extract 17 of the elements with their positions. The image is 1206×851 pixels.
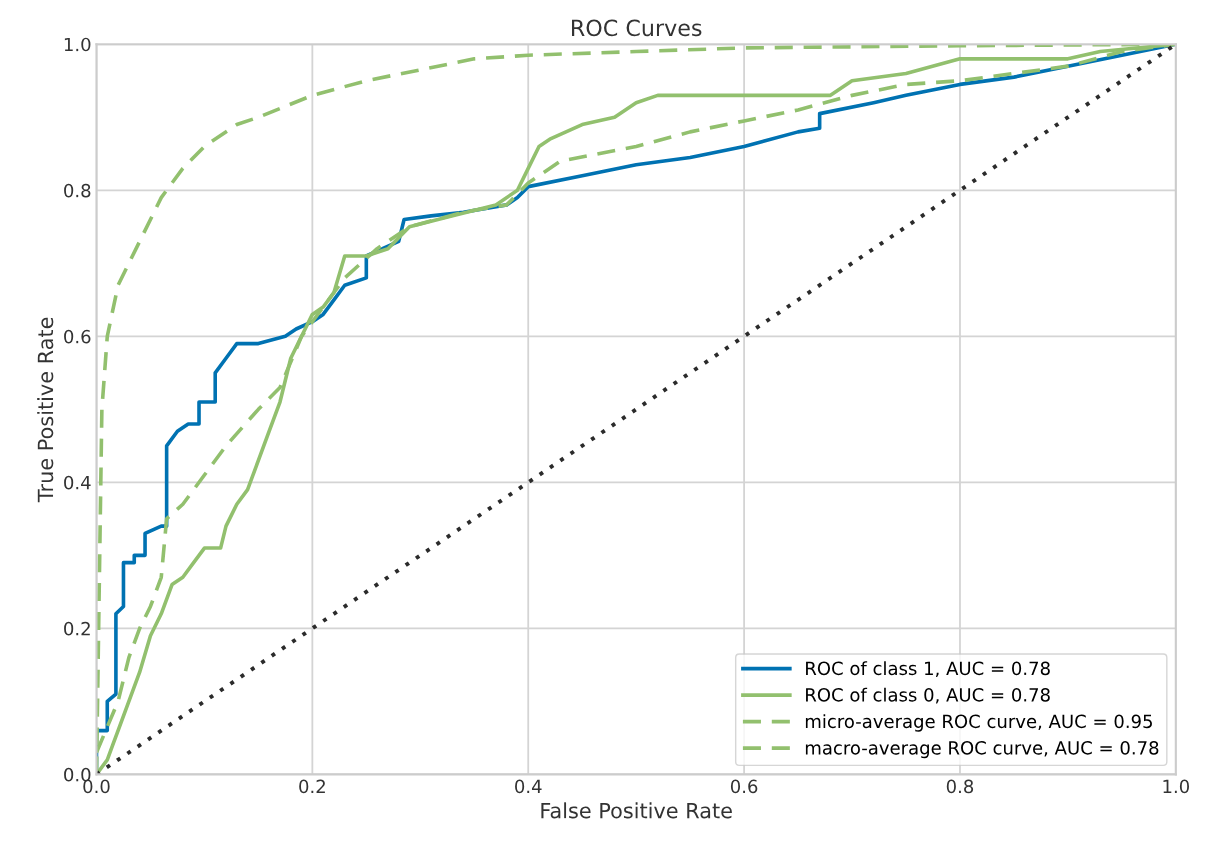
x-tick-label: 0.8 [946,779,974,794]
x-tick-label: 0.4 [515,779,542,794]
legend-label: macro-average ROC curve, AUC = 0.78 [805,741,1159,759]
y-axis-title: True Positive Rate [37,317,54,503]
y-tick-label: 1.0 [64,37,91,52]
chart-title: ROC Curves [572,19,702,37]
y-tick-label: 0.8 [64,183,91,198]
legend-label: ROC of class 0, AUC = 0.78 [806,687,1050,704]
x-axis-title: False Positive Rate [541,802,732,819]
legend-label: ROC of class 1, AUC = 0.78 [806,661,1050,677]
y-tick-label: 0.2 [64,621,90,636]
x-tick-label: 0.2 [299,779,325,794]
y-tick-label: 0.6 [64,329,91,344]
x-tick-label: 1.0 [1163,779,1190,794]
y-tick-label: 0.4 [64,475,91,490]
legend-label: micro-average ROC curve, AUC = 0.95 [805,714,1152,732]
x-tick-label: 0.6 [730,779,758,794]
